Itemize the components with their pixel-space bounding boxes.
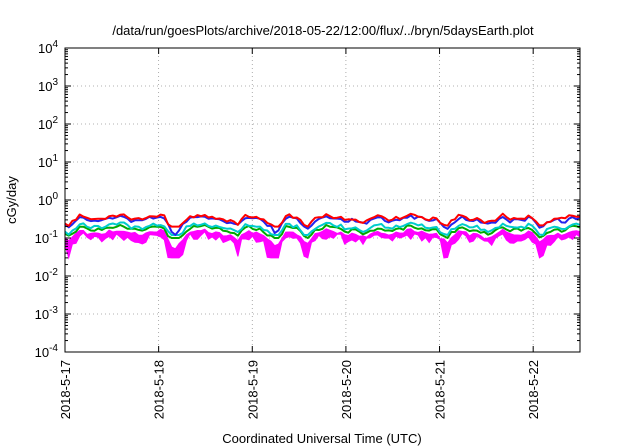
x-tick-label: 2018-5-21 bbox=[433, 360, 448, 419]
y-tick-label: 10-4 bbox=[35, 343, 59, 360]
ticks bbox=[64, 47, 580, 353]
y-tick-label: 10-2 bbox=[35, 267, 59, 284]
y-tick-label: 101 bbox=[38, 153, 58, 170]
y-tick-label: 104 bbox=[38, 39, 58, 56]
series-line bbox=[64, 221, 581, 236]
y-tick-labels: 10-4 10-3 10-2 10-1 100 101 102 103 104 bbox=[35, 39, 59, 360]
y-tick-label: 10-3 bbox=[35, 305, 59, 322]
chart-title: /data/run/goesPlots/archive/2018-05-22/1… bbox=[112, 23, 534, 38]
grid bbox=[65, 48, 580, 352]
y-tick-label: 103 bbox=[38, 77, 58, 94]
x-tick-labels: 2018-5-17 2018-5-18 2018-5-19 2018-5-20 2018… bbox=[58, 360, 541, 419]
plot-frame bbox=[64, 47, 581, 353]
y-tick-label: 100 bbox=[38, 191, 58, 208]
x-axis-label: Coordinated Universal Time (UTC) bbox=[222, 431, 421, 446]
series-group bbox=[64, 212, 581, 260]
y-tick-label: 102 bbox=[38, 115, 58, 132]
series-line bbox=[64, 212, 580, 228]
series-band bbox=[64, 228, 581, 260]
series-line bbox=[64, 224, 581, 239]
x-tick-label: 2018-5-20 bbox=[339, 360, 354, 419]
y-axis-label: cGy/day bbox=[4, 176, 19, 224]
x-tick-label: 2018-5-18 bbox=[152, 360, 167, 419]
x-tick-label: 2018-5-19 bbox=[245, 360, 260, 419]
x-tick-label: 2018-5-22 bbox=[526, 360, 541, 419]
y-tick-label: 10-1 bbox=[35, 229, 59, 246]
x-tick-label: 2018-5-17 bbox=[58, 360, 73, 419]
